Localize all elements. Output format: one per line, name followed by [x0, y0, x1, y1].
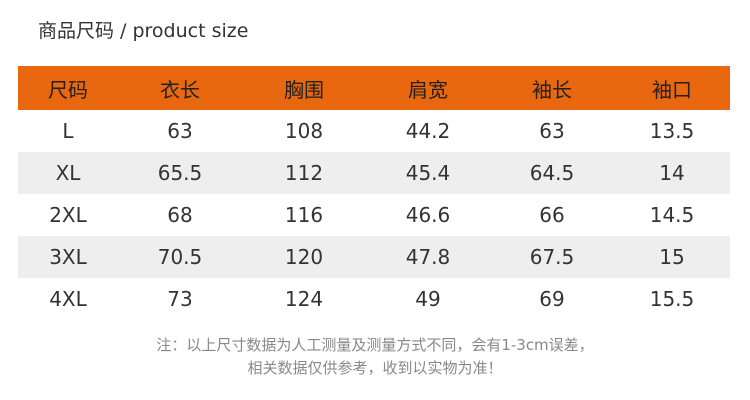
table-cell: L: [62, 119, 74, 143]
table-cell: 70.5: [157, 245, 203, 269]
table-row: XL 65.5 112 45.4 64.5 14: [18, 152, 730, 194]
page-title: 商品尺码 / product size: [38, 20, 249, 42]
table-cell: 69: [539, 287, 565, 311]
table-cell: 120: [284, 245, 324, 269]
header-row: 尺码 衣长 胸围 肩宽 袖长 袖口: [18, 66, 730, 110]
table-cell: XL: [55, 161, 81, 185]
table-cell: 15.5: [649, 287, 695, 311]
table-cell: 14.5: [649, 203, 695, 227]
note-line: 注：以上尺寸数据为人工测量及测量方式不同，会有1-3cm误差，: [156, 336, 594, 354]
table-cell: 65.5: [157, 161, 203, 185]
table-cell: 14: [659, 161, 685, 185]
note-line: 相关数据仅供参考，收到以实物为准！: [247, 359, 503, 377]
table-row: 2XL 68 116 46.6 66 14.5: [18, 194, 730, 236]
column-header: 肩宽: [408, 77, 448, 102]
column-header: 袖口: [652, 77, 692, 102]
column-header: 衣长: [160, 77, 200, 102]
table-row: 3XL 70.5 120 47.8 67.5 15: [18, 236, 730, 278]
column-header: 袖长: [532, 77, 572, 102]
table-cell: 63: [539, 119, 565, 143]
table-row: L 63 108 44.2 63 13.5: [18, 110, 730, 152]
table-cell: 44.2: [405, 119, 451, 143]
table-cell: 63: [167, 119, 193, 143]
table-cell: 66: [539, 203, 565, 227]
table-cell: 124: [284, 287, 324, 311]
column-header: 尺码: [48, 77, 88, 102]
notes: 注：以上尺寸数据为人工测量及测量方式不同，会有1-3cm误差， 相关数据仅供参考，…: [0, 334, 750, 380]
table-cell: 45.4: [405, 161, 451, 185]
table-cell: 64.5: [529, 161, 575, 185]
table-row: 4XL 73 124 49 69 15.5: [18, 278, 730, 320]
table-cell: 112: [284, 161, 324, 185]
table-cell: 108: [284, 119, 324, 143]
table-cell: 116: [284, 203, 324, 227]
table-cell: 47.8: [405, 245, 451, 269]
table-cell: 49: [415, 287, 441, 311]
table-cell: 2XL: [49, 203, 87, 227]
column-header: 胸围: [284, 77, 324, 102]
size-table: 尺码 衣长 胸围 肩宽 袖长 袖口 L 63 108 44.2 63 13.5 XL 65.5 112 45.…: [18, 66, 730, 320]
table-cell: 68: [167, 203, 193, 227]
table-cell: 46.6: [405, 203, 451, 227]
table-cell: 73: [167, 287, 193, 311]
table-cell: 3XL: [49, 245, 87, 269]
table-cell: 67.5: [529, 245, 575, 269]
table-cell: 13.5: [649, 119, 695, 143]
table-cell: 15: [659, 245, 685, 269]
table-cell: 4XL: [49, 287, 87, 311]
